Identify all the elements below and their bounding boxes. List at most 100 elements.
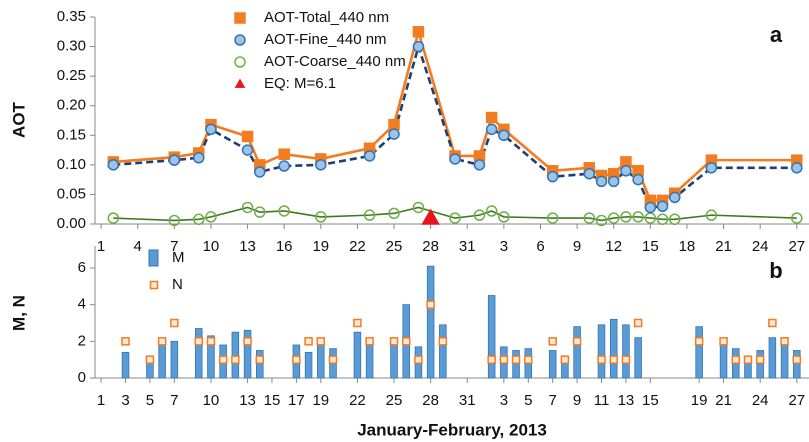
x-tick-label: 27 — [788, 238, 805, 255]
data-point — [328, 355, 338, 364]
x-tick-label: 28 — [422, 392, 439, 409]
x-tick-label: 1 — [97, 392, 105, 409]
data-point — [241, 144, 254, 156]
x-tick-label: 13 — [618, 392, 635, 409]
x-tick-label: 3 — [121, 392, 129, 409]
bar — [439, 324, 447, 379]
data-point — [315, 211, 327, 223]
data-point — [621, 355, 631, 364]
y-tick-label: 0.35 — [57, 8, 86, 25]
bar — [426, 265, 435, 379]
x-tick-label: 7 — [170, 392, 178, 409]
data-point — [421, 208, 440, 225]
series-line — [113, 26, 797, 202]
data-point — [791, 212, 803, 224]
x-tick-label: 19 — [691, 392, 708, 409]
data-point — [412, 26, 425, 38]
bar — [695, 326, 703, 379]
data-point — [241, 201, 254, 214]
x-tick-label: 3 — [500, 238, 508, 255]
data-point — [205, 123, 217, 136]
data-point — [583, 212, 596, 224]
legend-label: EQ: M=6.1 — [264, 75, 336, 92]
x-tick-label: 22 — [349, 392, 366, 409]
legend-marker — [234, 34, 246, 46]
bar — [256, 350, 264, 379]
bar — [512, 350, 520, 379]
x-axis-label: January-February, 2013 — [357, 420, 547, 439]
legend-label: AOT-Total_440 nm — [264, 9, 389, 26]
data-point — [218, 355, 228, 364]
x-tick-label: 6 — [536, 238, 544, 255]
y-tick-label: 6 — [78, 259, 86, 276]
data-point — [426, 300, 435, 309]
data-point — [389, 337, 399, 346]
bar — [793, 350, 801, 379]
legend-swatch — [148, 249, 159, 267]
bar — [609, 318, 618, 379]
data-point — [107, 212, 120, 224]
legend-marker — [234, 78, 246, 88]
data-point — [668, 191, 681, 204]
data-point — [607, 212, 620, 224]
x-tick-label: 7 — [549, 392, 557, 409]
legend-marker — [234, 12, 246, 24]
bar — [353, 331, 362, 379]
data-point — [644, 201, 657, 214]
data-point — [168, 214, 181, 227]
data-point — [607, 175, 620, 188]
bar — [243, 329, 252, 379]
data-point — [401, 337, 411, 346]
x-tick-label: 15 — [264, 392, 281, 409]
x-tick-label: 27 — [788, 392, 805, 409]
x-tick-label: 9 — [573, 238, 581, 255]
data-point — [583, 167, 596, 180]
data-point — [485, 111, 498, 124]
x-tick-label: 13 — [239, 238, 256, 255]
data-point — [668, 213, 681, 226]
y-tick-label: 0.25 — [57, 67, 86, 84]
data-point — [157, 337, 167, 346]
data-point — [595, 214, 608, 227]
x-tick-label: 15 — [642, 392, 659, 409]
data-point — [449, 212, 461, 224]
data-point — [780, 337, 789, 346]
x-tick-label: 4 — [134, 238, 142, 255]
data-point — [620, 211, 632, 223]
data-point — [632, 211, 644, 223]
data-point — [499, 355, 509, 364]
x-tick-label: 10 — [203, 392, 220, 409]
x-tick-label: 21 — [715, 238, 732, 255]
data-point — [353, 318, 362, 328]
data-point — [485, 123, 498, 136]
data-point — [145, 355, 155, 364]
y-tick-label: 0.10 — [57, 156, 86, 173]
x-tick-label: 3 — [500, 392, 508, 409]
bar — [768, 337, 777, 379]
y-tick-label: 0.20 — [57, 97, 86, 114]
x-tick-label: 28 — [422, 238, 439, 255]
data-point — [388, 118, 400, 131]
bar — [756, 350, 764, 379]
bar — [170, 340, 179, 379]
data-point — [572, 337, 582, 346]
data-point — [548, 337, 557, 346]
x-tick-label: 1 — [97, 238, 105, 255]
data-point — [632, 173, 644, 186]
y-axis-label: M, N — [9, 295, 28, 331]
data-point — [656, 213, 669, 226]
legend-label: AOT-Fine_440 nm — [264, 31, 387, 48]
data-point — [315, 159, 327, 171]
series-line — [113, 206, 797, 222]
bar — [365, 340, 374, 379]
data-point — [719, 337, 728, 346]
x-tick-label: 25 — [386, 238, 403, 255]
bar — [317, 342, 325, 379]
data-point — [243, 337, 252, 346]
bar — [158, 344, 166, 379]
data-point — [743, 355, 753, 364]
data-point — [107, 159, 120, 171]
y-tick-label: 0.05 — [57, 185, 86, 202]
data-point — [768, 318, 777, 328]
